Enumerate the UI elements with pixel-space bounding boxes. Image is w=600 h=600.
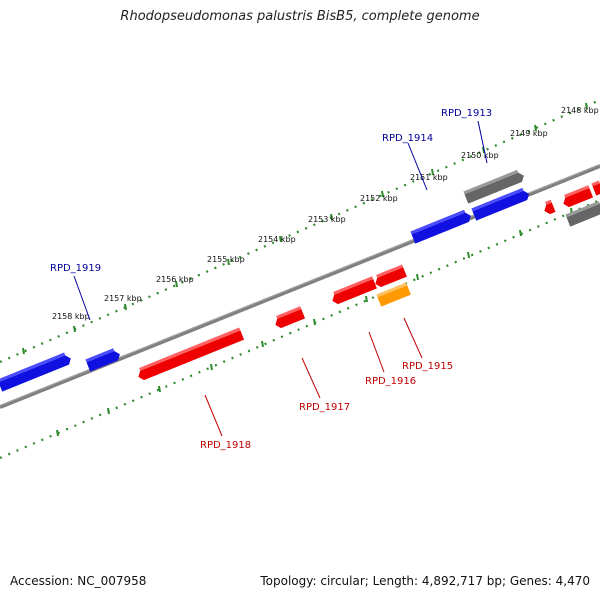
gene-arrow-grey (565, 201, 600, 227)
topology-summary: Topology: circular; Length: 4,892,717 bp… (260, 574, 590, 588)
gene-label-reverse: RPD_1916 (365, 376, 416, 387)
scale-label: 2154 kbp (258, 235, 296, 244)
gene-label-forward: RPD_1914 (382, 133, 433, 144)
scale-label: 2156 kbp (156, 275, 194, 284)
inner-scale-line (0, 198, 600, 460)
scale-label: 2157 kbp (104, 294, 142, 303)
gene-arrow-forward (0, 352, 71, 392)
inner-major-ticks (56, 207, 573, 437)
outer-scale-line (0, 98, 600, 364)
scale-label: 2150 kbp (461, 151, 499, 160)
gene-arrow-forward (410, 209, 471, 244)
gene-arrow-forward (85, 348, 120, 372)
genome-title: Rhodopseudomonas palustris BisB5, comple… (120, 9, 480, 24)
scale-label: 2155 kbp (207, 255, 245, 264)
gene-arrow-reverse (332, 276, 377, 305)
scale-label: 2148 kbp (561, 106, 599, 115)
scale-labels: 2148 kbp 2149 kbp 2150 kbp 2151 kbp 2152… (52, 106, 599, 321)
gene-arrow-orange (376, 282, 411, 307)
gene-arrow-reverse (544, 199, 556, 215)
accession-text: Accession: NC_007958 (10, 574, 147, 588)
gene-label-forward: RPD_1913 (441, 108, 492, 119)
gene-arrow-reverse (275, 306, 306, 329)
gene-arrow-reverse (563, 185, 594, 208)
gene-arrow-grey (463, 169, 524, 204)
forward-genes (0, 169, 600, 392)
gene-label-reverse: RPD_1917 (299, 402, 350, 413)
scale-label: 2152 kbp (360, 194, 398, 203)
gene-arrow-reverse (591, 180, 600, 196)
gene-label-forward: RPD_1919 (50, 263, 101, 274)
gene-arrow-reverse (138, 327, 245, 381)
gene-labels: RPD_1913 RPD_1914 RPD_1919 RPD_1915 RPD_… (50, 108, 492, 451)
gene-arrow-reverse (375, 264, 407, 288)
scale-label: 2153 kbp (308, 215, 346, 224)
gene-leader-lines (73, 120, 488, 437)
reverse-genes (138, 180, 600, 381)
scale-label: 2149 kbp (510, 129, 548, 138)
gene-arrow-forward (471, 187, 530, 221)
scale-label: 2158 kbp (52, 312, 90, 321)
scale-label: 2151 kbp (410, 173, 448, 182)
gene-label-reverse: RPD_1915 (402, 361, 453, 372)
gene-label-reverse: RPD_1918 (200, 440, 251, 451)
outer-major-ticks (22, 102, 588, 355)
